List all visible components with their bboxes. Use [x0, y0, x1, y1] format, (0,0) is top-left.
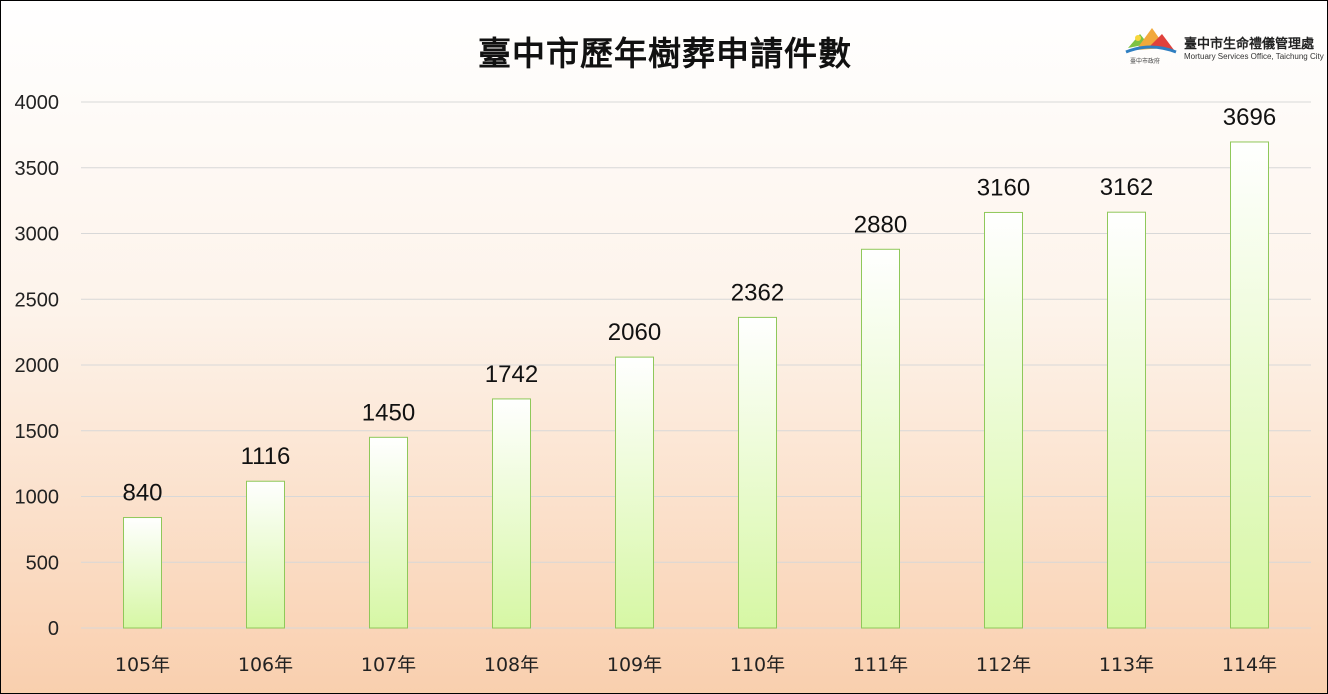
data-label: 2880	[854, 211, 907, 238]
bar	[1230, 141, 1269, 629]
y-tick-label: 2000	[15, 355, 60, 377]
y-tick-label: 3000	[15, 224, 60, 246]
x-tick-label: 110年	[730, 654, 785, 676]
x-tick-label: 114年	[1222, 654, 1277, 676]
y-tick-label: 3500	[15, 158, 60, 180]
data-labels: 840 1116 1450 1742 2060 2362 2880 3160 3162 3696	[122, 104, 1276, 507]
y-axis: 0 500 1000 1500 2000 2500 3000 3500 4000	[15, 92, 60, 640]
bar	[615, 356, 654, 629]
y-tick-label: 1000	[15, 487, 60, 509]
y-tick-label: 500	[26, 552, 59, 574]
data-label: 1116	[241, 443, 291, 470]
bar	[246, 480, 285, 629]
data-label: 3696	[1223, 104, 1276, 131]
bar	[492, 398, 531, 629]
x-tick-label: 111年	[853, 654, 908, 676]
x-tick-label: 113年	[1099, 654, 1154, 676]
y-tick-label: 2500	[15, 289, 60, 311]
bar	[1107, 211, 1146, 629]
data-label: 1742	[485, 361, 538, 388]
data-label: 1450	[362, 399, 415, 426]
data-label: 2060	[608, 319, 661, 346]
logo-agency-english: Mortuary Services Office, Taichung City	[1184, 52, 1324, 61]
bar	[861, 248, 900, 629]
chart-title: 臺中市歷年樹葬申請件數	[478, 34, 852, 73]
logo-caption: 臺中市政府	[1130, 58, 1161, 65]
x-tick-label: 109年	[607, 654, 662, 676]
x-tick-label: 108年	[484, 654, 539, 676]
data-label: 840	[122, 480, 162, 507]
bar	[984, 211, 1023, 629]
bars	[123, 141, 1269, 629]
data-label: 3162	[1100, 174, 1153, 201]
y-tick-label: 0	[48, 618, 59, 640]
x-tick-label: 107年	[361, 654, 416, 676]
logo-agency-name: 臺中市生命禮儀管理處	[1184, 37, 1315, 52]
x-tick-label: 105年	[115, 654, 170, 676]
y-tick-label: 4000	[15, 92, 60, 114]
bar	[123, 517, 162, 629]
agency-logo: 臺中市政府 臺中市生命禮儀管理處 Mortuary Services Offic…	[1122, 22, 1326, 74]
data-label: 2362	[731, 279, 784, 306]
data-label: 3160	[977, 174, 1030, 201]
taichung-city-government-logo-icon	[1125, 28, 1177, 54]
y-tick-label: 1500	[15, 421, 60, 443]
x-axis: 105年 106年 107年 108年 109年 110年 111年 112年 113年 114年	[115, 654, 1277, 676]
x-tick-label: 106年	[238, 654, 293, 676]
gridlines	[81, 101, 1311, 629]
bar	[738, 316, 777, 629]
bar	[369, 436, 408, 629]
x-tick-label: 112年	[976, 654, 1031, 676]
